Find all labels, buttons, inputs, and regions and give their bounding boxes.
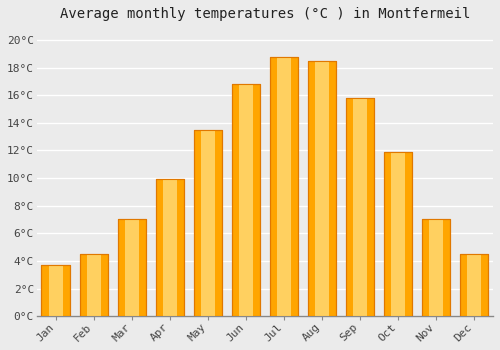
Bar: [162, 180, 177, 316]
Bar: [467, 254, 481, 316]
Bar: [270, 57, 298, 316]
Bar: [308, 61, 336, 316]
Bar: [391, 152, 405, 316]
Bar: [384, 152, 412, 316]
Bar: [270, 57, 298, 316]
Bar: [429, 219, 443, 316]
Bar: [118, 219, 146, 316]
Bar: [346, 98, 374, 316]
Bar: [200, 130, 215, 316]
Bar: [156, 180, 184, 316]
Bar: [124, 219, 139, 316]
Bar: [346, 98, 374, 316]
Bar: [353, 98, 367, 316]
Bar: [42, 265, 70, 316]
Bar: [315, 61, 329, 316]
Bar: [80, 254, 108, 316]
Bar: [194, 130, 222, 316]
Bar: [194, 130, 222, 316]
Bar: [86, 254, 101, 316]
Bar: [384, 152, 412, 316]
Bar: [460, 254, 488, 316]
Bar: [460, 254, 488, 316]
Bar: [422, 219, 450, 316]
Bar: [422, 219, 450, 316]
Bar: [42, 265, 70, 316]
Bar: [277, 57, 291, 316]
Bar: [238, 84, 253, 316]
Title: Average monthly temperatures (°C ) in Montfermeil: Average monthly temperatures (°C ) in Mo…: [60, 7, 470, 21]
Bar: [308, 61, 336, 316]
Bar: [156, 180, 184, 316]
Bar: [48, 265, 63, 316]
Bar: [232, 84, 260, 316]
Bar: [118, 219, 146, 316]
Bar: [232, 84, 260, 316]
Bar: [80, 254, 108, 316]
